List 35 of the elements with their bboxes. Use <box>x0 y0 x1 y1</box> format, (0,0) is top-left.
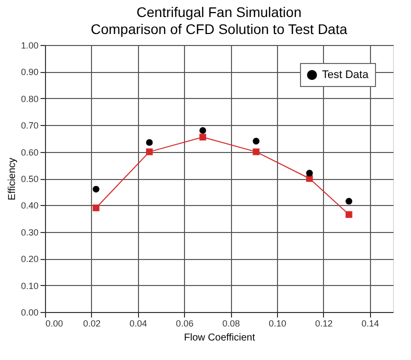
y-tick-label: 0.50 <box>20 174 38 184</box>
point <box>199 134 206 140</box>
y-tick-label: 0.70 <box>20 120 38 131</box>
x-tick-label: 0.06 <box>176 318 194 328</box>
point <box>146 139 153 146</box>
y-tick-label: 0.30 <box>20 227 38 238</box>
y-tick-label: 1.00 <box>20 40 38 50</box>
y-axis-title: Efficiency <box>6 158 18 200</box>
x-tick-label: 0.00 <box>46 318 64 328</box>
y-tick-label: 0.60 <box>20 147 38 158</box>
x-tick-label: 0.08 <box>222 318 240 328</box>
y-tick-label: 0.20 <box>20 254 38 264</box>
point <box>92 204 100 212</box>
legend-label: Test Data <box>322 69 370 81</box>
point <box>346 198 352 205</box>
x-tick-label: 0.10 <box>268 318 286 328</box>
point <box>252 148 260 156</box>
x-tick-label: 0.14 <box>362 318 380 328</box>
y-tick-label: 0.00 <box>20 308 38 318</box>
y-tick-label: 0.80 <box>20 94 38 104</box>
chart-subtitle: Comparison of CFD Solution to Test Data <box>90 21 348 37</box>
point <box>146 148 153 156</box>
point <box>252 138 260 144</box>
y-tick-label: 0.90 <box>20 67 38 78</box>
x-tick-label: 0.02 <box>83 318 101 328</box>
point <box>92 186 100 193</box>
x-tick-label: 0.12 <box>315 318 333 328</box>
point <box>346 211 352 218</box>
point <box>306 170 313 177</box>
point <box>199 127 206 134</box>
y-tick-label: 0.10 <box>20 280 38 291</box>
x-axis-title: Flow Coefficient <box>184 332 256 344</box>
x-tick-label: 0.04 <box>130 318 148 328</box>
chart-title: Centrifugal Fan Simulation <box>136 4 302 20</box>
y-tick-label: 0.40 <box>20 200 38 211</box>
